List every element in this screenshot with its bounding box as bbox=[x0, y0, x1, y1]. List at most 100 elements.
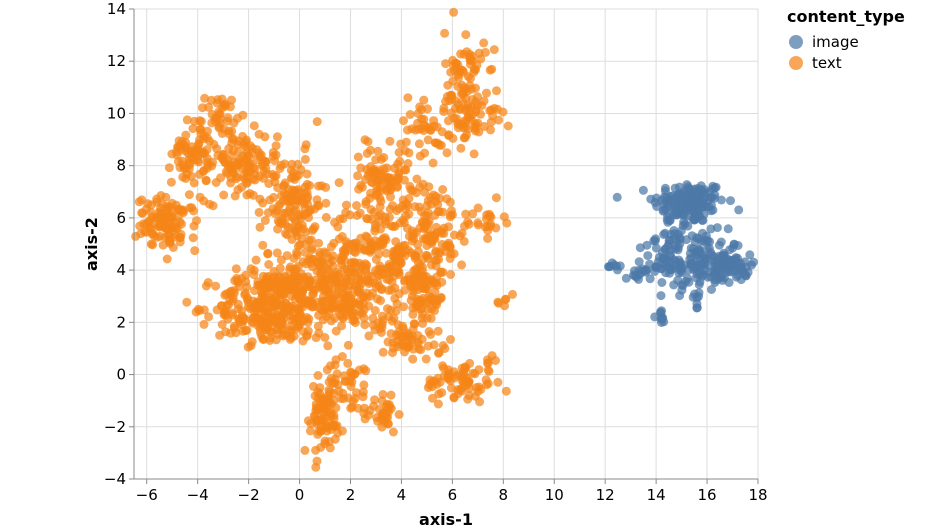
point-text bbox=[334, 234, 344, 244]
point-text bbox=[394, 330, 404, 340]
point-text bbox=[411, 188, 421, 198]
point-text bbox=[461, 104, 471, 114]
point-text bbox=[487, 64, 497, 74]
point-text bbox=[258, 159, 268, 169]
point-image bbox=[669, 280, 679, 290]
point-text bbox=[367, 271, 377, 281]
point-image bbox=[706, 200, 716, 210]
legend-swatch-text bbox=[789, 56, 803, 70]
point-text bbox=[419, 114, 429, 124]
point-text bbox=[160, 223, 169, 232]
point-text bbox=[501, 294, 511, 304]
point-text bbox=[304, 314, 314, 324]
point-text bbox=[394, 410, 404, 419]
point-text bbox=[210, 116, 220, 126]
point-text bbox=[445, 242, 455, 252]
point-image bbox=[675, 193, 685, 203]
point-text bbox=[181, 130, 191, 140]
point-text bbox=[320, 333, 330, 342]
point-image bbox=[661, 261, 671, 271]
point-image bbox=[612, 192, 622, 202]
point-text bbox=[457, 376, 467, 386]
point-text bbox=[390, 163, 399, 173]
point-text bbox=[188, 233, 198, 243]
point-text bbox=[427, 230, 437, 240]
point-image bbox=[724, 265, 733, 275]
point-text bbox=[338, 313, 348, 323]
point-text bbox=[433, 326, 443, 336]
point-text bbox=[486, 125, 495, 135]
point-text bbox=[434, 389, 444, 399]
point-text bbox=[340, 376, 350, 386]
point-text bbox=[442, 148, 452, 158]
point-image bbox=[680, 260, 689, 270]
point-text bbox=[350, 318, 360, 328]
point-text bbox=[182, 297, 192, 307]
point-text bbox=[162, 254, 172, 264]
point-image bbox=[739, 269, 749, 279]
point-text bbox=[287, 235, 297, 244]
legend: content_type image text bbox=[787, 7, 905, 72]
point-text bbox=[423, 253, 433, 263]
point-text bbox=[262, 319, 272, 329]
point-text bbox=[201, 176, 211, 186]
point-text bbox=[391, 306, 401, 316]
point-text bbox=[399, 175, 409, 185]
point-text bbox=[464, 383, 474, 393]
point-text bbox=[392, 176, 402, 185]
point-text bbox=[312, 456, 322, 466]
point-image bbox=[670, 183, 680, 193]
point-text bbox=[258, 240, 268, 250]
point-text bbox=[457, 228, 467, 238]
point-text bbox=[274, 201, 284, 211]
point-text bbox=[247, 337, 257, 347]
x-tick-label: 0 bbox=[295, 486, 305, 504]
point-text bbox=[374, 217, 384, 227]
point-text bbox=[438, 267, 448, 277]
x-tick-label: −4 bbox=[187, 486, 209, 504]
point-image bbox=[642, 240, 652, 250]
point-image bbox=[659, 230, 669, 239]
point-image bbox=[646, 194, 656, 204]
point-text bbox=[383, 304, 392, 314]
point-text bbox=[245, 167, 255, 177]
point-image bbox=[651, 234, 660, 244]
point-text bbox=[313, 297, 323, 307]
point-text bbox=[405, 110, 415, 119]
point-image bbox=[716, 195, 726, 205]
point-text bbox=[248, 190, 258, 200]
point-text bbox=[375, 324, 385, 334]
point-text bbox=[276, 160, 286, 170]
point-text bbox=[304, 278, 314, 288]
point-text bbox=[148, 240, 158, 250]
point-image bbox=[673, 229, 683, 239]
point-text bbox=[486, 117, 496, 127]
point-text bbox=[365, 193, 375, 203]
point-image bbox=[707, 285, 716, 294]
point-text bbox=[421, 354, 431, 364]
point-text bbox=[473, 92, 483, 102]
point-text bbox=[420, 148, 430, 158]
point-text bbox=[385, 402, 395, 412]
point-text bbox=[303, 192, 313, 202]
point-text bbox=[400, 146, 410, 156]
point-text bbox=[411, 264, 421, 274]
point-text bbox=[311, 403, 321, 413]
x-tick-label: 18 bbox=[748, 486, 767, 504]
point-text bbox=[178, 160, 188, 170]
y-tick-label: 2 bbox=[116, 313, 126, 331]
point-text bbox=[198, 103, 207, 113]
point-text bbox=[369, 207, 379, 217]
point-text bbox=[172, 224, 182, 234]
point-text bbox=[312, 117, 322, 127]
point-text bbox=[178, 208, 188, 218]
point-text bbox=[352, 211, 362, 220]
point-text bbox=[314, 238, 324, 248]
point-text bbox=[178, 172, 188, 182]
point-text bbox=[443, 80, 453, 90]
point-text bbox=[263, 208, 273, 218]
point-text bbox=[330, 313, 340, 323]
point-text bbox=[321, 275, 331, 285]
point-text bbox=[273, 305, 283, 315]
point-text bbox=[458, 88, 468, 98]
